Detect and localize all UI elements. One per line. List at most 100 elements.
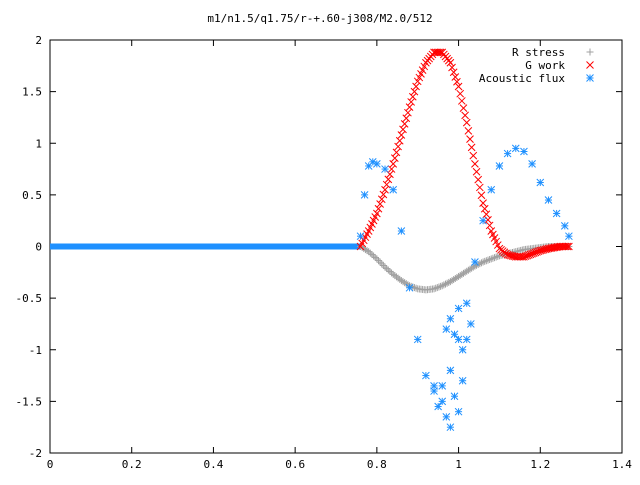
data-point	[486, 256, 494, 264]
data-point	[389, 185, 398, 194]
y-tick-label: 1.5	[22, 86, 42, 99]
chart-title: m1/n1.5/q1.75/r-+.60-j308/M2.0/512	[207, 12, 432, 25]
data-point	[397, 131, 406, 139]
legend-label: Acoustic flux	[479, 72, 565, 85]
data-point	[487, 185, 496, 194]
data-point	[441, 280, 449, 288]
x-tick-label: 0.4	[203, 458, 223, 471]
data-point	[563, 242, 572, 251]
legend-marker-icon	[586, 74, 594, 82]
data-point	[399, 125, 407, 134]
data-point	[405, 283, 414, 292]
data-point	[479, 199, 487, 207]
data-point	[422, 371, 430, 380]
data-point	[565, 242, 573, 251]
data-point	[382, 180, 391, 189]
data-point	[481, 257, 489, 265]
data-point	[466, 320, 475, 328]
data-point	[373, 209, 381, 218]
data-point	[392, 148, 401, 157]
data-point	[544, 196, 553, 204]
data-point	[518, 252, 527, 261]
data-point	[389, 160, 398, 168]
data-point	[435, 48, 443, 57]
data-point	[520, 147, 528, 156]
y-tick-label: -0.5	[16, 292, 43, 305]
data-point	[448, 63, 456, 72]
data-point	[365, 248, 373, 256]
legend-label: R stress	[512, 46, 565, 59]
data-point	[542, 245, 551, 253]
data-point	[432, 284, 440, 292]
data-point	[479, 258, 487, 266]
data-point	[454, 335, 463, 344]
data-point	[477, 191, 486, 200]
data-point	[404, 281, 412, 289]
data-point	[397, 227, 406, 235]
data-point	[370, 252, 378, 260]
x-tick-label: 0.8	[367, 458, 387, 471]
data-point	[395, 136, 404, 145]
data-point	[467, 143, 476, 152]
data-point	[484, 256, 492, 264]
series-2	[356, 144, 573, 432]
data-point	[437, 282, 445, 290]
data-point	[376, 200, 384, 208]
data-point	[446, 423, 455, 432]
data-point	[482, 210, 491, 219]
data-point	[454, 304, 463, 313]
data-point	[476, 260, 484, 268]
data-point	[442, 325, 451, 333]
data-point	[381, 185, 389, 194]
data-point	[453, 77, 461, 86]
data-point	[471, 258, 479, 266]
data-point	[446, 314, 455, 323]
data-point	[474, 175, 483, 184]
data-point	[494, 252, 502, 260]
data-point	[565, 232, 573, 241]
data-point	[377, 195, 386, 204]
data-point	[464, 127, 473, 135]
data-point	[449, 68, 458, 77]
data-point	[394, 142, 402, 151]
data-point	[373, 160, 381, 168]
data-point	[405, 103, 414, 111]
data-point	[491, 254, 499, 262]
y-tick-label: -1.5	[16, 395, 43, 408]
data-point	[381, 263, 389, 271]
data-point	[446, 58, 455, 67]
data-point	[471, 160, 479, 168]
data-point	[376, 258, 384, 266]
x-tick-label: 0.6	[285, 458, 305, 471]
x-tick-label: 1.4	[612, 458, 632, 471]
data-point	[462, 335, 471, 344]
legend-label: G work	[525, 59, 565, 72]
data-point	[482, 257, 490, 265]
y-tick-label: 2	[35, 34, 42, 47]
data-point	[408, 92, 417, 101]
data-point	[457, 97, 466, 105]
data-point	[450, 330, 459, 339]
data-point	[379, 261, 387, 269]
data-point	[462, 118, 471, 127]
data-point	[469, 151, 478, 160]
data-point	[454, 82, 463, 91]
data-point	[440, 281, 448, 289]
data-point	[552, 209, 561, 218]
series-1	[356, 48, 573, 261]
data-point	[373, 255, 381, 263]
data-point	[511, 144, 520, 153]
data-point	[446, 366, 455, 375]
data-point	[378, 260, 386, 268]
series-layer	[50, 48, 573, 432]
x-tick-label: 1.2	[530, 458, 550, 471]
data-point	[503, 149, 512, 158]
data-point	[366, 249, 374, 257]
y-tick-label: 1	[35, 137, 42, 150]
x-tick-label: 1	[455, 458, 462, 471]
data-point	[560, 221, 569, 230]
data-point	[410, 87, 419, 96]
data-point	[487, 255, 495, 263]
data-point	[456, 89, 465, 98]
